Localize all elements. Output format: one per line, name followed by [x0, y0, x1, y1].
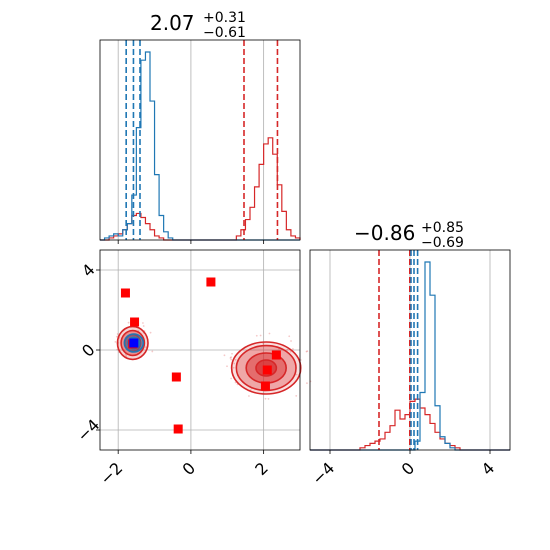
- scatter-sample-point-red: [151, 350, 154, 353]
- scatter-sample-point-red: [306, 382, 308, 385]
- histogram-p0-blue-series: [100, 51, 300, 241]
- scatter-sample-point-red: [286, 348, 289, 351]
- scatter-sample-point-red: [116, 333, 119, 335]
- title-p0-sup: +0.31: [203, 10, 246, 26]
- marker-red-square: [271, 350, 281, 360]
- scatter-sample-point-red: [234, 358, 237, 361]
- marker-red-square: [262, 365, 272, 375]
- scatter-sample-point-red: [230, 358, 233, 361]
- marker-red-square: [130, 317, 140, 327]
- scatter-sample-point-red: [127, 321, 130, 324]
- scatter-sample-point-red: [116, 335, 118, 338]
- histogram-p0-red-series: [100, 137, 301, 241]
- scatter-sample-point-red: [290, 340, 292, 342]
- x-tick-label: −4: [308, 458, 338, 488]
- x-tick-label: −2: [96, 458, 126, 488]
- scatter-sample-point-red: [145, 346, 148, 349]
- title-p1-sup: +0.85: [421, 220, 464, 236]
- scatter-sample-point-red: [226, 365, 228, 368]
- scatter-sample-point-red: [288, 335, 291, 338]
- x-tick-label: 2: [251, 458, 272, 479]
- histogram-p1-frame: [309, 249, 511, 451]
- scatter-sample-point-red: [259, 334, 262, 337]
- scatter-sample-point-red: [230, 377, 233, 380]
- scatter-sample-point-red: [232, 366, 235, 369]
- scatter-sample-point-red: [231, 352, 233, 355]
- marker-red-square: [206, 277, 216, 287]
- histogram-p0-frame: [99, 39, 301, 241]
- scatter-sample-point-red: [229, 357, 232, 359]
- title-p1-sub: −0.69: [421, 235, 464, 251]
- scatter-sample-point-red: [255, 334, 258, 337]
- scatter-sample-point-red: [125, 355, 128, 357]
- title-p0-sub: −0.61: [203, 25, 246, 41]
- scatter-sample-point-red: [305, 350, 308, 353]
- scatter-sample-point-red: [295, 394, 298, 397]
- histogram-p1-panel: −4 0 4: [308, 249, 511, 489]
- scatter-sample-point-red: [248, 395, 250, 397]
- x-tick-label: 0: [398, 458, 419, 479]
- scatter-sample-point-red: [295, 373, 298, 376]
- joint-scatter-panel: −2 0 2 −4 0 4: [73, 249, 312, 489]
- title-p0-main: 2.07: [150, 11, 195, 35]
- title-p1-main: −0.86: [354, 221, 415, 245]
- histogram-p0-panel: [99, 39, 301, 244]
- scatter-sample-point-red: [230, 356, 232, 359]
- x-tick-label: 0: [179, 458, 200, 479]
- scatter-sample-point-red: [292, 348, 294, 350]
- y-tick-label: −4: [73, 415, 103, 445]
- marker-red-square: [173, 424, 183, 434]
- marker-red-square: [260, 381, 270, 391]
- scatter-sample-point-red: [142, 322, 144, 324]
- scatter-sample-point-red: [114, 340, 117, 343]
- scatter-sample-point-red: [233, 362, 236, 365]
- scatter-sample-point-red: [142, 325, 145, 327]
- scatter-sample-point-red: [267, 398, 270, 400]
- scatter-sample-point-red: [262, 342, 265, 345]
- x-tick-label: 4: [478, 458, 499, 479]
- scatter-sample-point-red: [268, 332, 271, 335]
- marker-blue-square: [129, 338, 139, 348]
- joint-panel-frame: [99, 249, 301, 451]
- scatter-sample-point-red: [223, 354, 226, 357]
- marker-red-square: [120, 288, 130, 298]
- scatter-sample-point-red: [149, 331, 152, 334]
- scatter-sample-point-red: [289, 350, 292, 353]
- marker-red-square: [171, 372, 181, 382]
- y-tick-label: 4: [78, 260, 99, 281]
- scatter-sample-point-red: [306, 350, 309, 352]
- y-tick-label: 0: [78, 340, 99, 361]
- scatter-sample-point-red: [264, 397, 267, 400]
